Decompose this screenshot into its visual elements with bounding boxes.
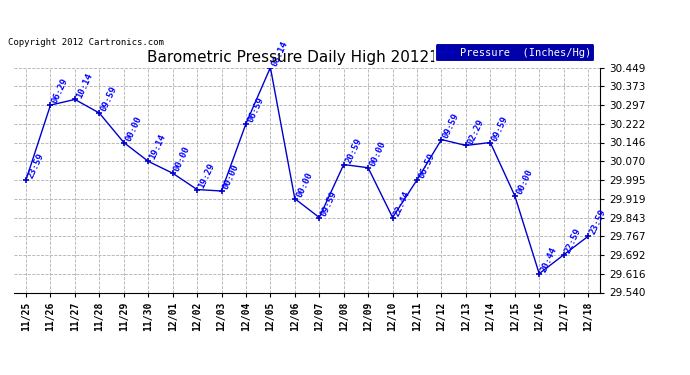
Text: 22:59: 22:59 bbox=[564, 227, 583, 255]
Text: 00:00: 00:00 bbox=[515, 168, 534, 196]
Text: 08:14: 08:14 bbox=[270, 39, 290, 68]
Text: 00:00: 00:00 bbox=[295, 171, 315, 199]
Text: 22:44: 22:44 bbox=[393, 189, 412, 217]
Title: Barometric Pressure Daily High 20121219: Barometric Pressure Daily High 20121219 bbox=[147, 50, 467, 65]
Text: 20:44: 20:44 bbox=[539, 246, 559, 274]
Text: 09:59: 09:59 bbox=[442, 111, 461, 140]
Text: 09:59: 09:59 bbox=[99, 85, 119, 113]
Text: 09:59: 09:59 bbox=[491, 114, 510, 142]
Text: 00:00: 00:00 bbox=[172, 145, 192, 173]
Text: 20:59: 20:59 bbox=[344, 136, 363, 165]
Legend: Pressure  (Inches/Hg): Pressure (Inches/Hg) bbox=[435, 44, 595, 62]
Text: 23:59: 23:59 bbox=[26, 152, 46, 180]
Text: 19:14: 19:14 bbox=[148, 133, 168, 161]
Text: 06:29: 06:29 bbox=[50, 77, 70, 105]
Text: 00:00: 00:00 bbox=[368, 140, 388, 168]
Text: 09:59: 09:59 bbox=[319, 189, 339, 217]
Text: 00:00: 00:00 bbox=[124, 114, 144, 142]
Text: 02:29: 02:29 bbox=[466, 117, 485, 146]
Text: 06:59: 06:59 bbox=[246, 96, 266, 124]
Text: 19:29: 19:29 bbox=[197, 161, 217, 189]
Text: 23:59: 23:59 bbox=[588, 208, 608, 236]
Text: 00:00: 00:00 bbox=[221, 163, 241, 191]
Text: Copyright 2012 Cartronics.com: Copyright 2012 Cartronics.com bbox=[8, 38, 164, 47]
Text: 06:59: 06:59 bbox=[417, 152, 437, 180]
Text: 10:14: 10:14 bbox=[75, 71, 95, 99]
